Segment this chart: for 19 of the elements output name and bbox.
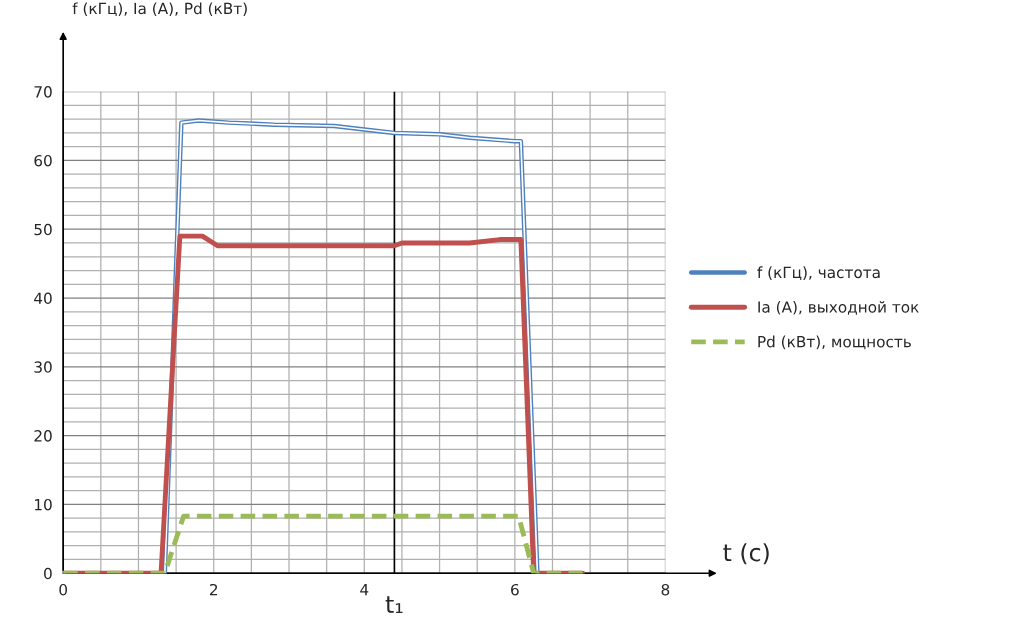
y-tick-label: 30 [34,361,52,373]
y-tick-label: 0 [44,567,52,580]
ref-line-label: t₁ [385,596,403,613]
y-tick-label: 60 [34,154,52,167]
x-tick-label: 0 [59,583,68,596]
x-axis-title: t (c) [723,543,769,565]
y-tick-label: 40 [34,292,52,305]
y-tick-label: 70 [34,86,52,98]
legend-label: Ia (A), выходной ток [758,300,919,315]
y-axis-title: f (кГц), Ia (A), Pd (кВт) [72,2,247,17]
x-tick-label: 6 [511,583,519,596]
y-tick-label: 10 [35,498,52,511]
y-tick-label: 20 [34,430,52,442]
x-tick-label: 4 [360,584,369,596]
legend-label: Pd (кВт), мощность [758,335,911,350]
legend-label: f (кГц), частота [757,266,880,281]
x-tick-label: 2 [209,583,218,596]
x-tick-label: 8 [661,583,670,596]
y-tick-label: 50 [34,223,52,236]
